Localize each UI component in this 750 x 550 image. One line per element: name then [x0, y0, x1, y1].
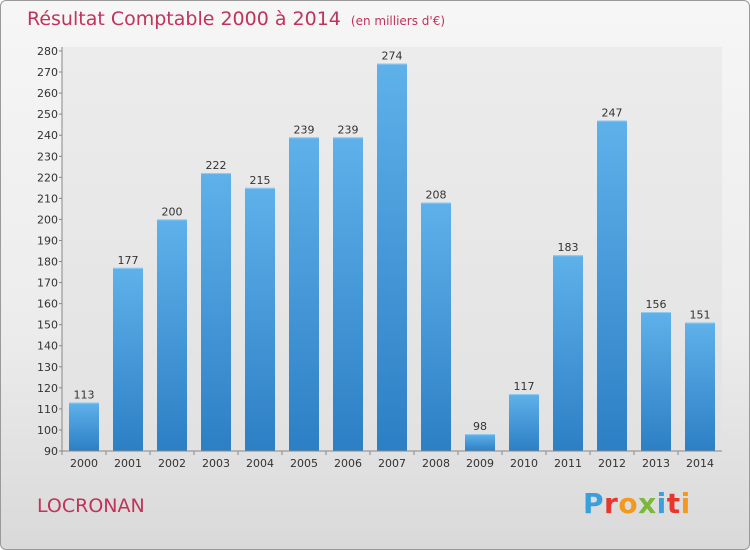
logo-letter: t: [666, 487, 681, 520]
x-tick-label: 2007: [378, 457, 406, 470]
bar-value-label: 247: [602, 106, 623, 119]
x-tick-label: 2000: [70, 457, 98, 470]
x-tick-label: 2006: [334, 457, 362, 470]
bar-2005: [289, 137, 319, 451]
y-tick-label: 170: [37, 277, 58, 290]
y-tick-label: 210: [37, 192, 58, 205]
x-tick-label: 2012: [598, 457, 626, 470]
bar-2003: [201, 173, 231, 451]
y-tick-label: 250: [37, 108, 58, 121]
x-tick-label: 2009: [466, 457, 494, 470]
title-text: Résultat Comptable 2000 à 2014: [27, 8, 341, 30]
y-tick-label: 260: [37, 87, 58, 100]
y-tick-label: 130: [37, 361, 58, 374]
y-tick-label: 270: [37, 66, 58, 79]
x-tick-label: 2004: [246, 457, 274, 470]
bar-value-label: 177: [118, 254, 139, 267]
bar-2006: [333, 137, 363, 451]
bar-2009: [465, 434, 495, 451]
bar-2010: [509, 394, 539, 451]
y-tick-label: 220: [37, 171, 58, 184]
place-name: LOCRONAN: [37, 495, 145, 517]
bar-2000: [69, 402, 99, 451]
y-tick-label: 160: [37, 298, 58, 311]
bar-value-label: 98: [473, 420, 487, 433]
y-tick-label: 140: [37, 340, 58, 353]
bar-2014: [685, 322, 715, 451]
bar-value-label: 200: [162, 205, 183, 218]
x-tick-label: 2011: [554, 457, 582, 470]
y-tick-label: 150: [37, 319, 58, 332]
logo-letter: i: [680, 487, 691, 520]
bar-2001: [113, 267, 143, 451]
title-unit: (en milliers d'€): [350, 14, 446, 28]
bar-2012: [597, 120, 627, 451]
logo-letter: P: [583, 487, 605, 520]
bar-value-label: 215: [250, 174, 271, 187]
bar-2002: [157, 219, 187, 451]
logo-letter: o: [618, 487, 639, 520]
bar-value-label: 239: [338, 123, 359, 136]
logo-letter: r: [604, 487, 619, 520]
y-tick-label: 120: [37, 382, 58, 395]
chart-title: Résultat Comptable 2000 à 2014 (en millie…: [27, 8, 445, 30]
bar-value-label: 274: [382, 50, 403, 63]
x-tick-label: 2001: [114, 457, 142, 470]
bar-2013: [641, 312, 671, 451]
x-tick-label: 2014: [686, 457, 714, 470]
bars: 113 177 200 222 215 239 239 274 208 98 117 183 247 15…: [69, 50, 715, 451]
y-tick-label: 230: [37, 150, 58, 163]
bar-value-label: 222: [206, 159, 227, 172]
y-tick-label: 100: [37, 424, 58, 437]
bar-value-label: 208: [426, 189, 447, 202]
logo-letter: x: [638, 487, 657, 520]
bar-value-label: 183: [558, 241, 579, 254]
proxiti-logo[interactable]: Proxiti: [583, 487, 691, 520]
y-tick-label: 90: [44, 445, 58, 458]
y-tick-label: 280: [37, 45, 58, 58]
y-axis: 90 100 110 120 130 140 150 160 170 180 190 200 210 22…: [37, 45, 63, 458]
bar-value-label: 113: [74, 389, 95, 402]
logo-letter: i: [656, 487, 667, 520]
y-tick-label: 180: [37, 256, 58, 269]
bar-2008: [421, 202, 451, 451]
x-tick-label: 2005: [290, 457, 318, 470]
bar-value-label: 117: [514, 380, 535, 393]
y-tick-label: 190: [37, 234, 58, 247]
x-tick-label: 2010: [510, 457, 538, 470]
y-tick-label: 240: [37, 129, 58, 142]
x-tick-label: 2008: [422, 457, 450, 470]
bar-value-label: 239: [294, 123, 315, 136]
x-tick-label: 2013: [642, 457, 670, 470]
x-tick-label: 2002: [158, 457, 186, 470]
x-axis: 2000 2001 2002 2003 2004 2005 2006 2007 2008 2009…: [61, 450, 722, 470]
x-tick-label: 2003: [202, 457, 230, 470]
bar-2004: [245, 187, 275, 451]
bar-2007: [377, 63, 407, 451]
bar-value-label: 151: [690, 309, 711, 322]
y-tick-label: 110: [37, 403, 58, 416]
bar-2011: [553, 255, 583, 451]
y-tick-label: 200: [37, 213, 58, 226]
bar-value-label: 156: [646, 298, 667, 311]
